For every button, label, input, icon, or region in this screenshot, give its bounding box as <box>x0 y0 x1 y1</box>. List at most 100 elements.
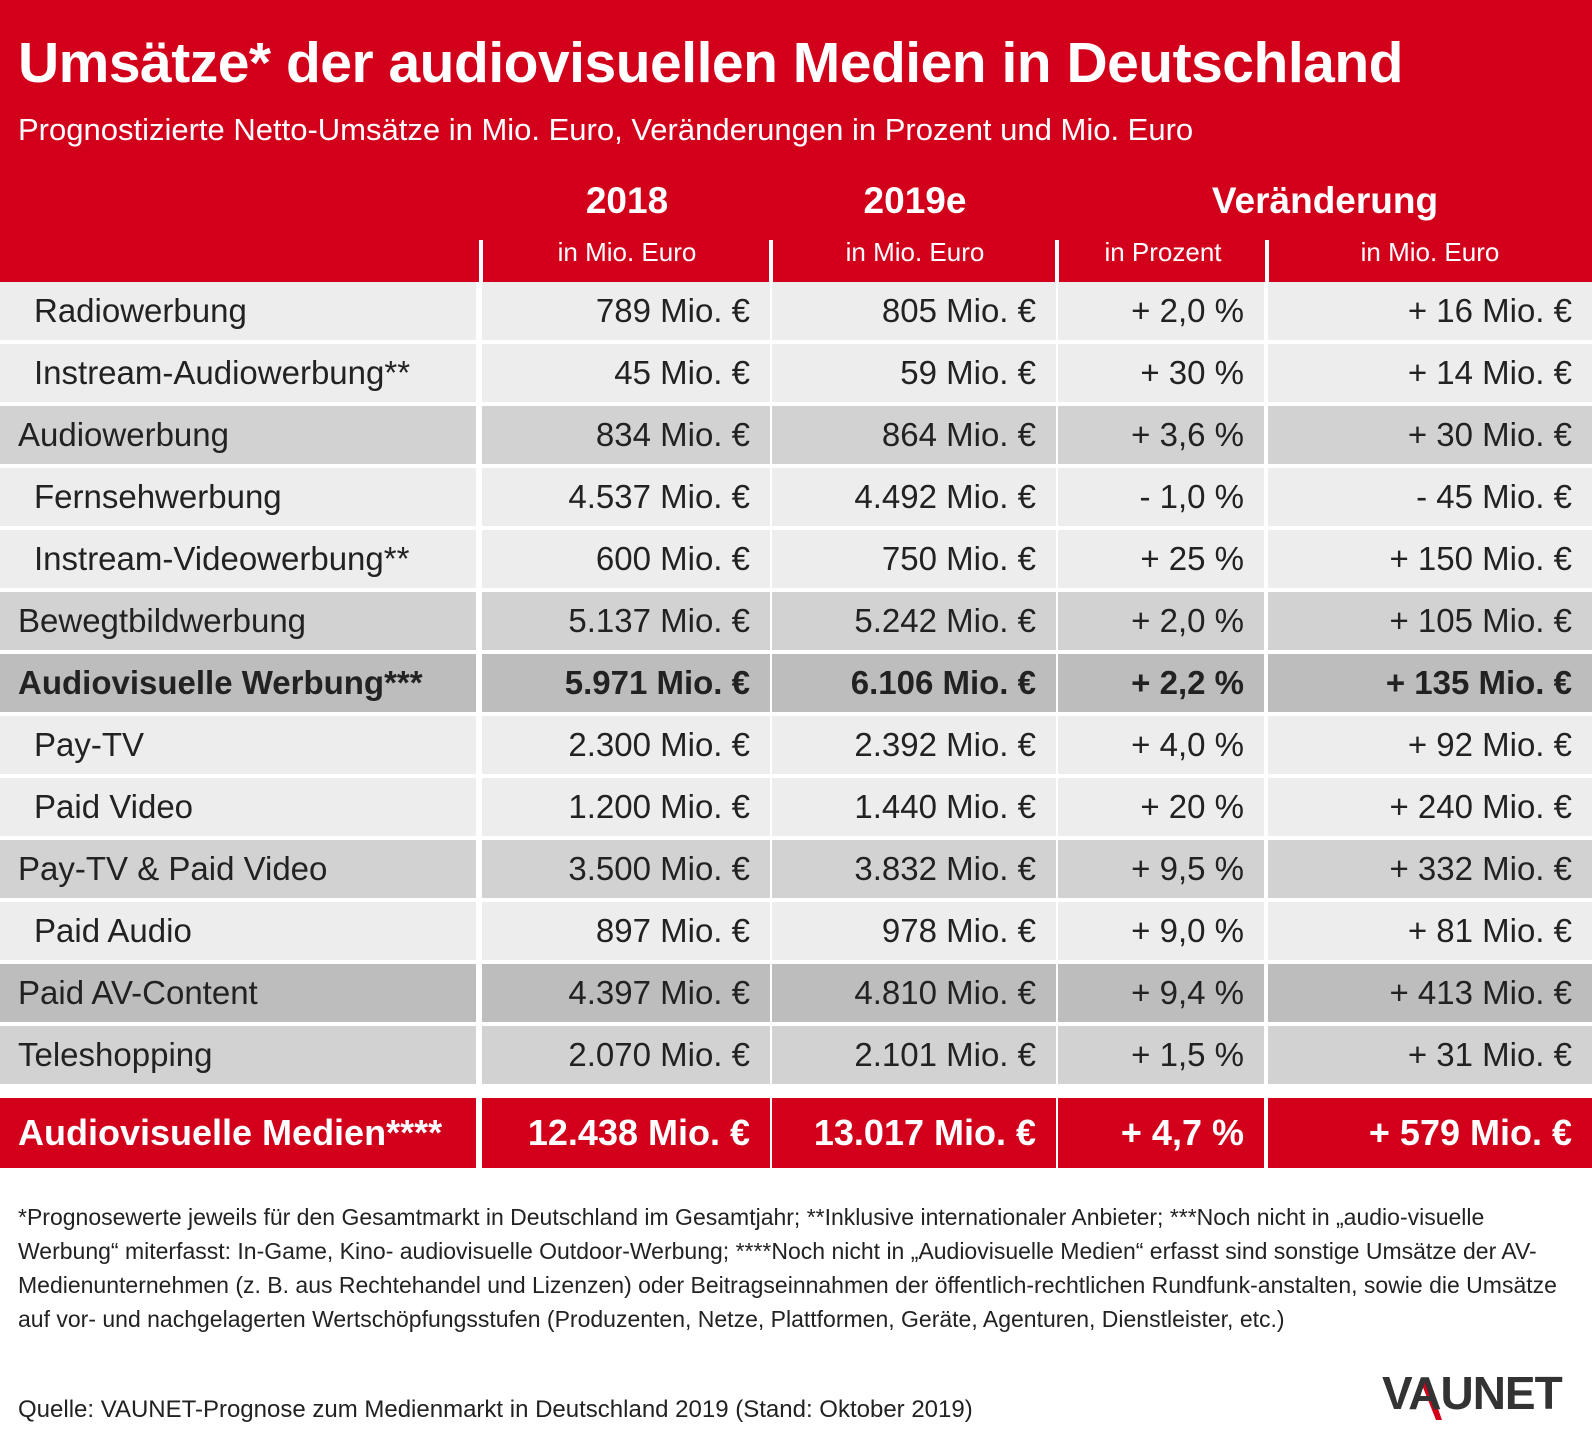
row-label: Audiowerbung <box>0 406 476 464</box>
change-absolute: + 14 Mio. € <box>1268 344 1592 402</box>
page-subtitle: Prognostizierte Netto-Umsätze in Mio. Eu… <box>18 112 1194 147</box>
page-title: Umsätze* der audiovisuellen Medien in De… <box>18 31 1404 95</box>
row-label: Teleshopping <box>0 1026 476 1084</box>
header-divider <box>1055 240 1059 282</box>
value-2018: 897 Mio. € <box>482 902 770 960</box>
footnote: *Prognosewerte jeweils für den Gesamtmar… <box>18 1204 1557 1332</box>
change-absolute: + 16 Mio. € <box>1268 282 1592 340</box>
change-absolute: + 92 Mio. € <box>1268 716 1592 774</box>
change-percent: - 1,0 % <box>1058 468 1264 526</box>
change-absolute: + 150 Mio. € <box>1268 530 1592 588</box>
value-2018: 45 Mio. € <box>482 344 770 402</box>
table-row: Bewegtbildwerbung 5.137 Mio. €5.242 Mio. … <box>0 592 1592 654</box>
table-row: Audiowerbung 834 Mio. €864 Mio. € + 3,6 % +… <box>0 406 1592 468</box>
column-header-2018: 2018 <box>585 180 669 221</box>
value-2018: 4.397 Mio. € <box>482 964 770 1022</box>
table-row: Instream-Videowerbung** 600 Mio. €750 Mio… <box>0 530 1592 592</box>
value-2018: 789 Mio. € <box>482 282 770 340</box>
value-2018: 3.500 Mio. € <box>482 840 770 898</box>
total-row: Audiovisuelle Medien**** 12.438 Mio. €13.… <box>0 1098 1592 1168</box>
vaunet-logo: VAUNET <box>1380 1366 1570 1426</box>
data-table: Radiowerbung 789 Mio. €805 Mio. € + 2,0 % +… <box>0 282 1592 1176</box>
value-2018: 5.971 Mio. € <box>482 654 770 712</box>
table-row: Pay-TV 2.300 Mio. €2.392 Mio. € + 4,0 % + 9… <box>0 716 1592 778</box>
logo-text: VAUNET <box>1382 1367 1563 1419</box>
change-percent: + 1,5 % <box>1058 1026 1264 1084</box>
value-2019: 4.492 Mio. € <box>772 468 1056 526</box>
change-absolute: + 105 Mio. € <box>1268 592 1592 650</box>
change-percent: + 3,6 % <box>1058 406 1264 464</box>
value-2019: 5.242 Mio. € <box>772 592 1056 650</box>
logo-mark-icon <box>1420 1380 1442 1420</box>
table-row: Pay-TV & Paid Video 3.500 Mio. €3.832 Mio… <box>0 840 1592 902</box>
change-percent: + 9,5 % <box>1058 840 1264 898</box>
table-row: Paid Audio 897 Mio. €978 Mio. € + 9,0 % + 8… <box>0 902 1592 964</box>
value-2019: 4.810 Mio. € <box>772 964 1056 1022</box>
change-absolute: + 332 Mio. € <box>1268 840 1592 898</box>
change-absolute: - 45 Mio. € <box>1268 468 1592 526</box>
change-absolute: + 81 Mio. € <box>1268 902 1592 960</box>
row-label: Audiovisuelle Werbung*** <box>0 654 476 712</box>
change-percent: + 9,0 % <box>1058 902 1264 960</box>
table-row: Audiovisuelle Werbung*** 5.971 Mio. €6.10… <box>0 654 1592 716</box>
change-percent: + 2,2 % <box>1058 654 1264 712</box>
source-note: Quelle: VAUNET-Prognose zum Medienmarkt … <box>18 1396 973 1423</box>
value-2019: 59 Mio. € <box>772 344 1056 402</box>
header-divider <box>479 240 483 282</box>
change-percent: + 20 % <box>1058 778 1264 836</box>
change-absolute: + 413 Mio. € <box>1268 964 1592 1022</box>
change-absolute: + 579 Mio. € <box>1268 1098 1592 1168</box>
unit-header-2018: in Mio. Euro <box>557 237 697 267</box>
row-label: Instream-Audiowerbung** <box>0 344 476 402</box>
value-2019: 6.106 Mio. € <box>772 654 1056 712</box>
value-2019: 1.440 Mio. € <box>772 778 1056 836</box>
table-row: Paid Video 1.200 Mio. €1.440 Mio. € + 20 %… <box>0 778 1592 840</box>
row-label: Instream-Videowerbung** <box>0 530 476 588</box>
value-2019: 13.017 Mio. € <box>772 1098 1056 1168</box>
value-2019: 864 Mio. € <box>772 406 1056 464</box>
value-2019: 978 Mio. € <box>772 902 1056 960</box>
change-percent: + 9,4 % <box>1058 964 1264 1022</box>
change-percent: + 4,7 % <box>1058 1098 1264 1168</box>
value-2018: 5.137 Mio. € <box>482 592 770 650</box>
change-percent: + 4,0 % <box>1058 716 1264 774</box>
table-row: Instream-Audiowerbung** 45 Mio. €59 Mio. … <box>0 344 1592 406</box>
column-header-2019: 2019e <box>863 180 967 221</box>
table-row: Teleshopping 2.070 Mio. €2.101 Mio. € + 1,… <box>0 1026 1592 1088</box>
value-2018: 834 Mio. € <box>482 406 770 464</box>
table-row: Paid AV-Content 4.397 Mio. €4.810 Mio. € +… <box>0 964 1592 1026</box>
change-absolute: + 240 Mio. € <box>1268 778 1592 836</box>
row-label: Bewegtbildwerbung <box>0 592 476 650</box>
unit-header-absolute: in Mio. Euro <box>1360 237 1500 267</box>
row-label: Fernsehwerbung <box>0 468 476 526</box>
change-percent: + 2,0 % <box>1058 592 1264 650</box>
row-label: Radiowerbung <box>0 282 476 340</box>
value-2019: 3.832 Mio. € <box>772 840 1056 898</box>
change-percent: + 30 % <box>1058 344 1264 402</box>
value-2018: 12.438 Mio. € <box>482 1098 770 1168</box>
value-2019: 805 Mio. € <box>772 282 1056 340</box>
value-2019: 750 Mio. € <box>772 530 1056 588</box>
unit-header-percent: in Prozent <box>1104 237 1222 267</box>
header-banner: Umsätze* der audiovisuellen Medien in De… <box>0 0 1592 282</box>
row-label: Paid AV-Content <box>0 964 476 1022</box>
value-2018: 2.300 Mio. € <box>482 716 770 774</box>
value-2019: 2.392 Mio. € <box>772 716 1056 774</box>
change-absolute: + 135 Mio. € <box>1268 654 1592 712</box>
table-row: Radiowerbung 789 Mio. €805 Mio. € + 2,0 % +… <box>0 282 1592 344</box>
change-percent: + 2,0 % <box>1058 282 1264 340</box>
value-2018: 2.070 Mio. € <box>482 1026 770 1084</box>
value-2018: 4.537 Mio. € <box>482 468 770 526</box>
unit-header-2019: in Mio. Euro <box>845 237 985 267</box>
change-absolute: + 30 Mio. € <box>1268 406 1592 464</box>
header-divider <box>769 240 773 282</box>
header-divider <box>1265 240 1269 282</box>
row-label: Audiovisuelle Medien**** <box>0 1098 476 1168</box>
row-label: Pay-TV <box>0 716 476 774</box>
change-percent: + 25 % <box>1058 530 1264 588</box>
value-2018: 600 Mio. € <box>482 530 770 588</box>
value-2018: 1.200 Mio. € <box>482 778 770 836</box>
row-label: Pay-TV & Paid Video <box>0 840 476 898</box>
table-row: Fernsehwerbung 4.537 Mio. €4.492 Mio. € - … <box>0 468 1592 530</box>
change-absolute: + 31 Mio. € <box>1268 1026 1592 1084</box>
